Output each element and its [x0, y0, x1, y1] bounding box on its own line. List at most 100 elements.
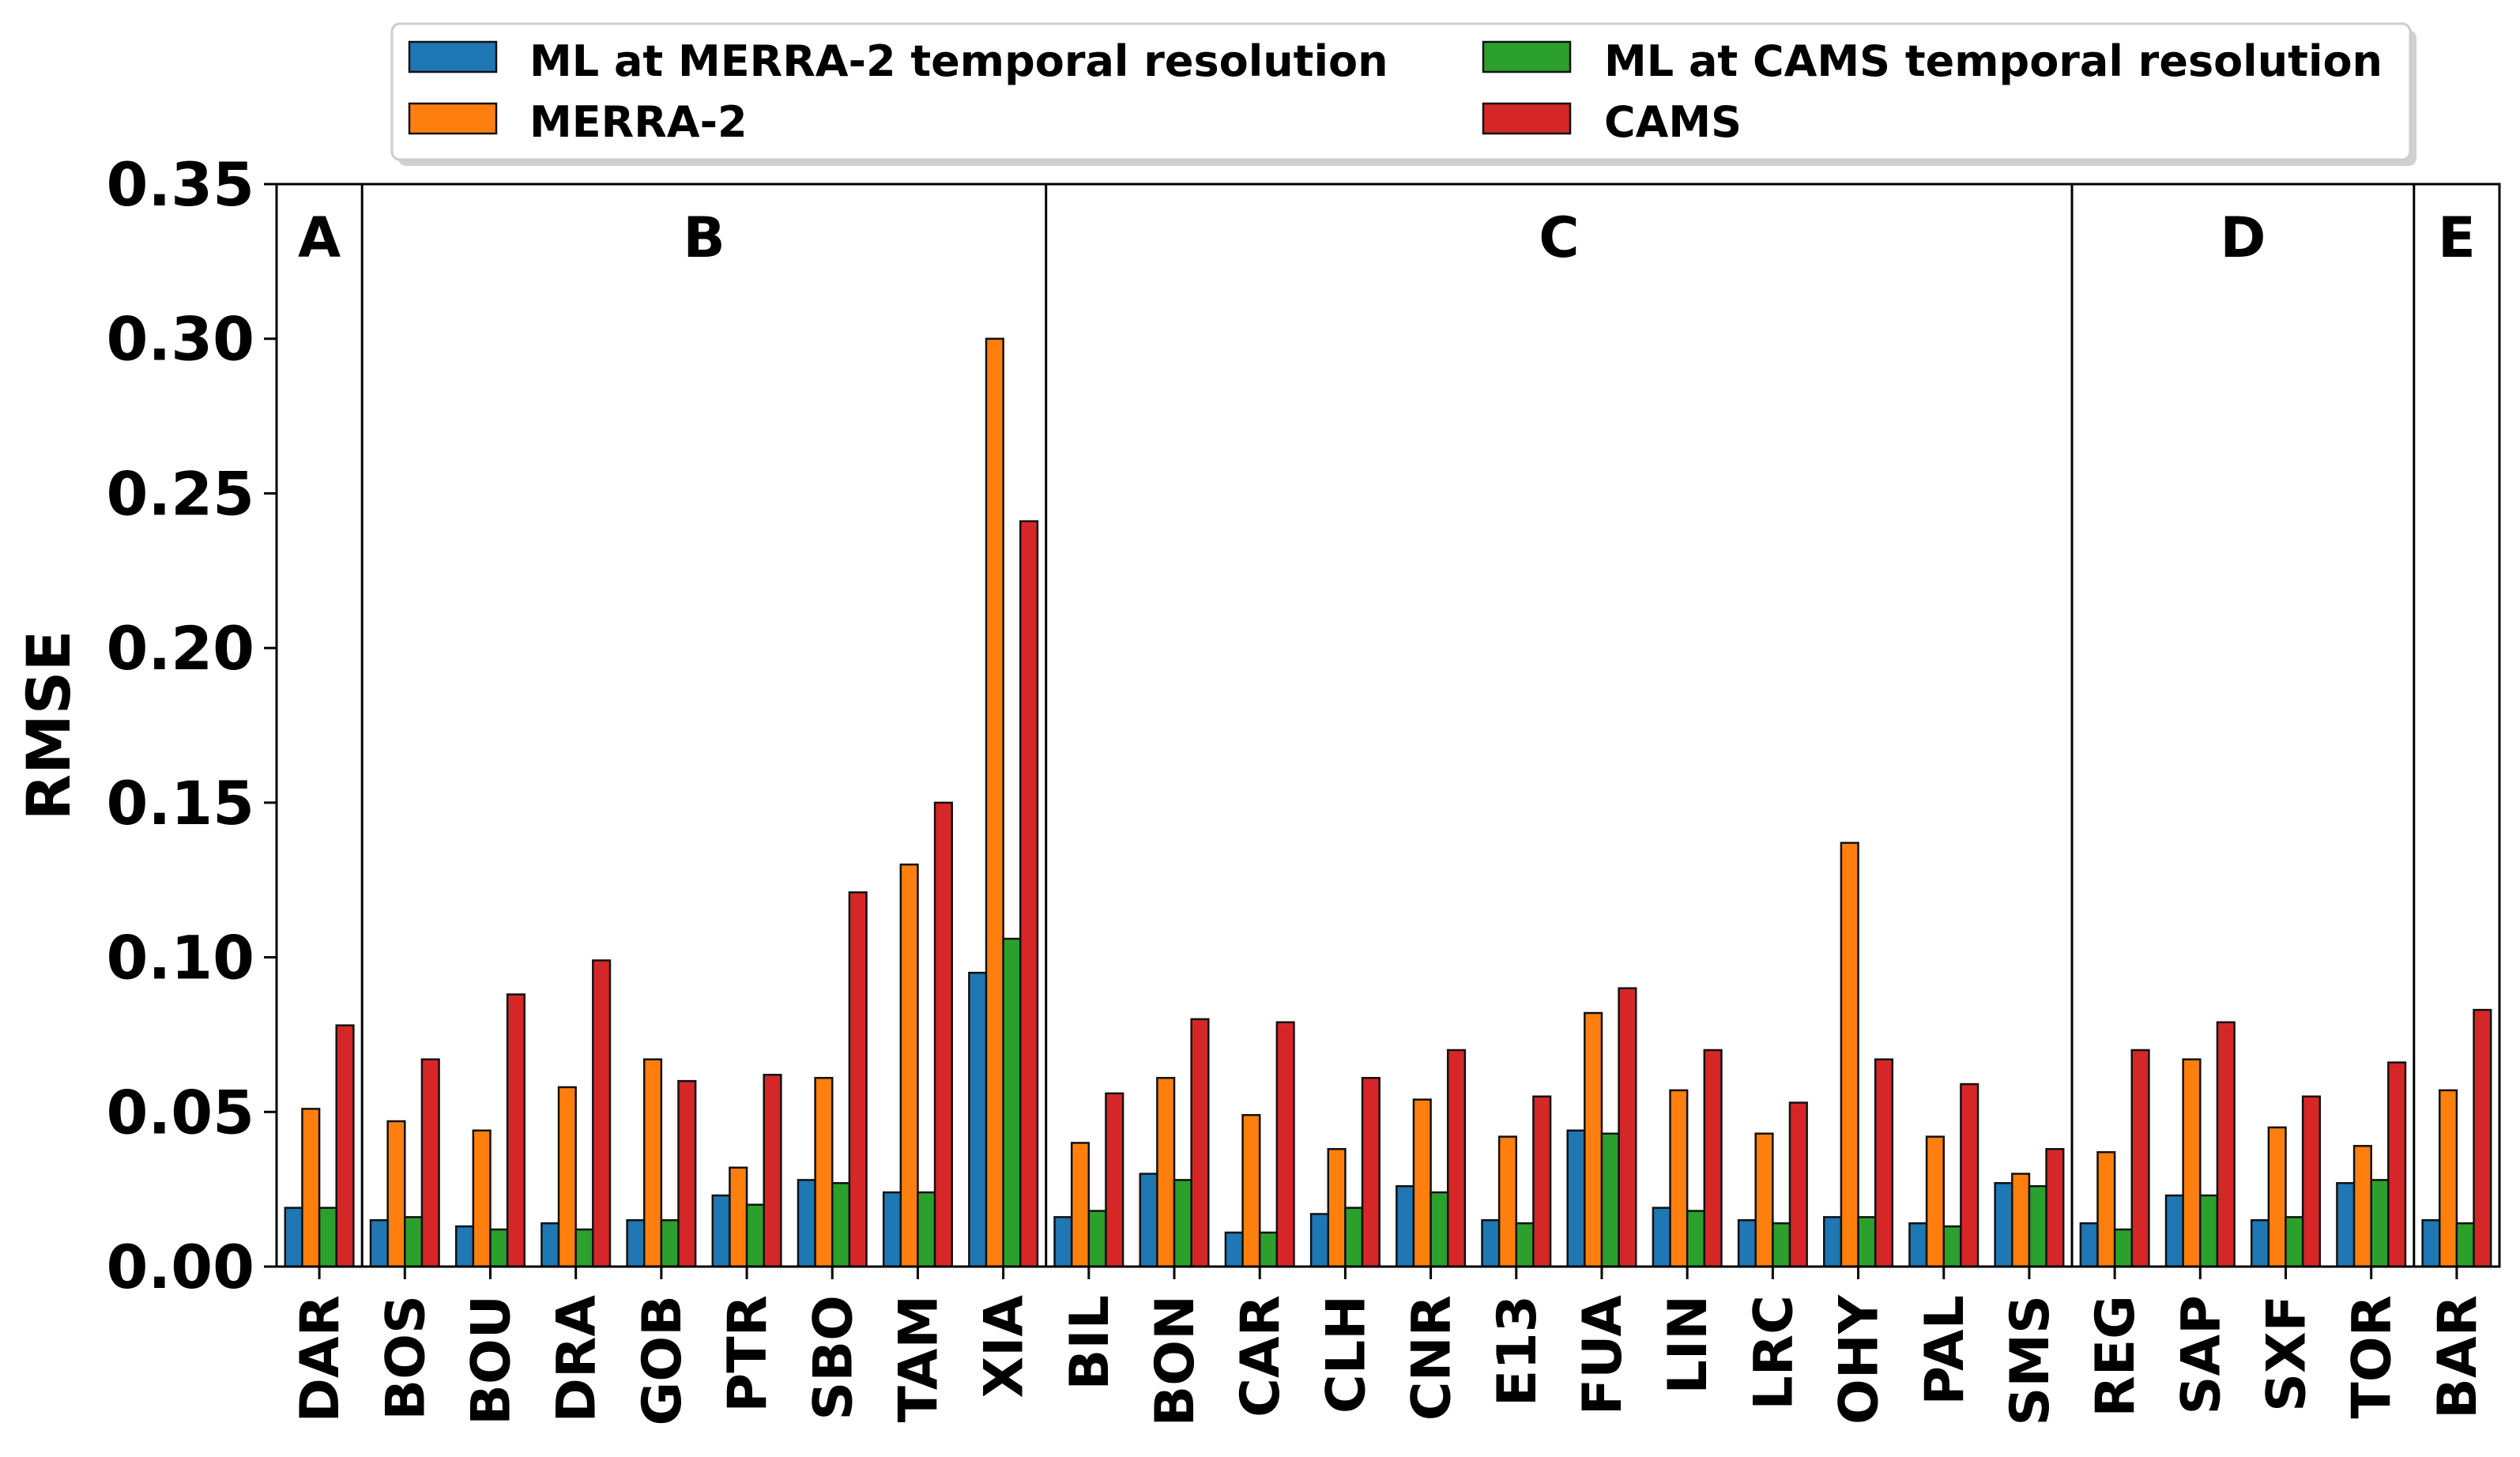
bar-e13-s1	[1497, 1135, 1518, 1268]
bar-xia-s3	[1019, 520, 1039, 1268]
bar-bon-s2	[1173, 1179, 1192, 1268]
bar-tam-s0	[882, 1191, 902, 1268]
bar-bil-s2	[1087, 1210, 1107, 1268]
bar-bos-s3	[420, 1058, 440, 1268]
x-tick-label-ohy: OHY	[1829, 1294, 1891, 1425]
x-tick-label-tor: TOR	[2341, 1295, 2404, 1419]
bar-sap-s2	[2199, 1194, 2219, 1268]
group-label-a: A	[298, 205, 341, 270]
bar-dra-s3	[592, 959, 612, 1268]
bar-sms-s0	[1994, 1182, 2013, 1268]
bar-sxf-s3	[2301, 1095, 2322, 1268]
bar-bon-s0	[1139, 1173, 1158, 1268]
bar-xia-s0	[968, 971, 988, 1268]
bar-tam-s1	[899, 863, 919, 1268]
bar-e13-s3	[1532, 1095, 1552, 1268]
legend-box	[390, 22, 2412, 161]
bar-fua-s1	[1584, 1011, 1603, 1268]
bar-lrc-s0	[1737, 1219, 1757, 1268]
bar-bar-s3	[2473, 1008, 2492, 1268]
bar-ptr-s0	[711, 1194, 731, 1268]
bar-e13-s2	[1515, 1222, 1535, 1268]
y-tick-label: 0.20	[106, 613, 254, 683]
x-tick-label-xia: XIA	[974, 1295, 1036, 1399]
bar-car-s3	[1275, 1021, 1295, 1268]
x-tick-label-sms: SMS	[1999, 1295, 2062, 1426]
bar-fua-s3	[1618, 987, 1637, 1268]
bar-xia-s1	[985, 337, 1004, 1268]
bar-dra-s2	[574, 1228, 594, 1268]
bar-e13-s0	[1481, 1219, 1501, 1268]
bar-sxf-s1	[2267, 1126, 2287, 1268]
legend-label-0: ML at MERRA-2 temporal resolution	[529, 36, 1388, 86]
bar-fua-s0	[1566, 1129, 1586, 1268]
group-label-b: B	[683, 205, 725, 270]
bar-reg-s0	[2079, 1222, 2099, 1268]
x-tick-label-tam: TAM	[887, 1295, 950, 1422]
x-tick-label-bon: BON	[1144, 1295, 1207, 1427]
bar-dra-s1	[557, 1086, 577, 1268]
x-tick-label-dar: DAR	[289, 1295, 352, 1422]
x-tick-label-car: CAR	[1230, 1295, 1292, 1417]
bar-pal-s0	[1908, 1222, 1928, 1268]
bar-xia-s2	[1002, 937, 1022, 1268]
bar-ptr-s3	[763, 1074, 782, 1268]
legend-swatch-1	[1482, 40, 1572, 73]
bar-ohy-s0	[1823, 1216, 1843, 1268]
x-tick-label-dra: DRA	[546, 1295, 608, 1423]
bar-gob-s3	[677, 1079, 697, 1268]
x-tick-label-lin: LIN	[1657, 1295, 1720, 1395]
bar-cnr-s0	[1396, 1184, 1415, 1268]
plot-area: A B C D E	[284, 184, 2492, 1268]
bar-cnr-s3	[1446, 1049, 1467, 1268]
bar-lrc-s3	[1788, 1101, 1808, 1268]
bar-tor-s1	[2352, 1145, 2372, 1268]
x-tick-label-ptr: PTR	[717, 1295, 779, 1413]
legend-swatch-3	[1482, 102, 1572, 135]
bar-bar-s1	[2439, 1089, 2458, 1268]
bar-bos-s1	[386, 1120, 406, 1268]
x-tick-label-e13: E13	[1486, 1295, 1549, 1406]
y-tick-label: 0.35	[106, 149, 254, 220]
bar-reg-s3	[2130, 1049, 2150, 1268]
bar-ptr-s2	[745, 1203, 765, 1268]
bar-sxf-s0	[2250, 1219, 2270, 1268]
bar-gob-s1	[642, 1058, 663, 1268]
x-tick-label-bou: BOU	[461, 1295, 523, 1425]
bar-bon-s3	[1190, 1018, 1210, 1268]
bar-fua-s2	[1600, 1132, 1620, 1268]
bar-gob-s2	[660, 1219, 680, 1268]
x-tick-label-cnr: CNR	[1401, 1295, 1463, 1421]
series-0	[284, 971, 2441, 1268]
bar-tor-s2	[2370, 1179, 2390, 1268]
bar-pal-s3	[1960, 1082, 1979, 1268]
legend-swatch-2	[408, 102, 498, 135]
bar-sbo-s0	[797, 1179, 816, 1268]
bar-bou-s1	[472, 1129, 492, 1268]
bar-dra-s0	[541, 1222, 560, 1268]
bar-cnr-s2	[1430, 1191, 1449, 1268]
y-tick-label: 0.25	[106, 458, 254, 529]
x-tick-label-lrc: LRC	[1742, 1295, 1805, 1410]
bar-lin-s2	[1686, 1210, 1706, 1268]
bar-clh-s0	[1309, 1213, 1330, 1268]
bar-bil-s1	[1070, 1142, 1090, 1268]
y-tick-label: 0.30	[106, 304, 254, 375]
bar-tam-s2	[917, 1191, 936, 1268]
bar-bos-s0	[369, 1219, 389, 1268]
bar-pal-s2	[1942, 1225, 1962, 1268]
bar-cnr-s1	[1412, 1098, 1432, 1268]
bar-sbo-s2	[831, 1182, 851, 1268]
bar-sms-s3	[2045, 1148, 2065, 1268]
bar-ohy-s2	[1857, 1216, 1877, 1268]
bar-tam-s3	[933, 801, 953, 1268]
y-tick-label: 0.15	[106, 768, 254, 838]
bar-sxf-s2	[2285, 1216, 2304, 1268]
bar-sap-s1	[2182, 1058, 2202, 1268]
x-tick-label-sap: SAP	[2170, 1295, 2232, 1414]
bar-lin-s3	[1703, 1049, 1723, 1268]
x-tick-label-sbo: SBO	[802, 1295, 864, 1421]
bar-bou-s2	[489, 1228, 509, 1268]
bar-bar-s2	[2455, 1222, 2475, 1268]
bar-lrc-s1	[1754, 1132, 1774, 1268]
